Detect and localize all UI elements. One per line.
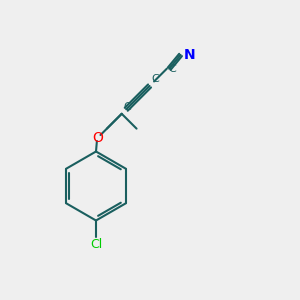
Text: C: C: [151, 74, 159, 85]
Text: N: N: [184, 48, 195, 62]
Text: O: O: [92, 131, 103, 145]
Text: C: C: [168, 64, 176, 74]
Text: C: C: [123, 102, 131, 112]
Text: Cl: Cl: [90, 238, 102, 251]
